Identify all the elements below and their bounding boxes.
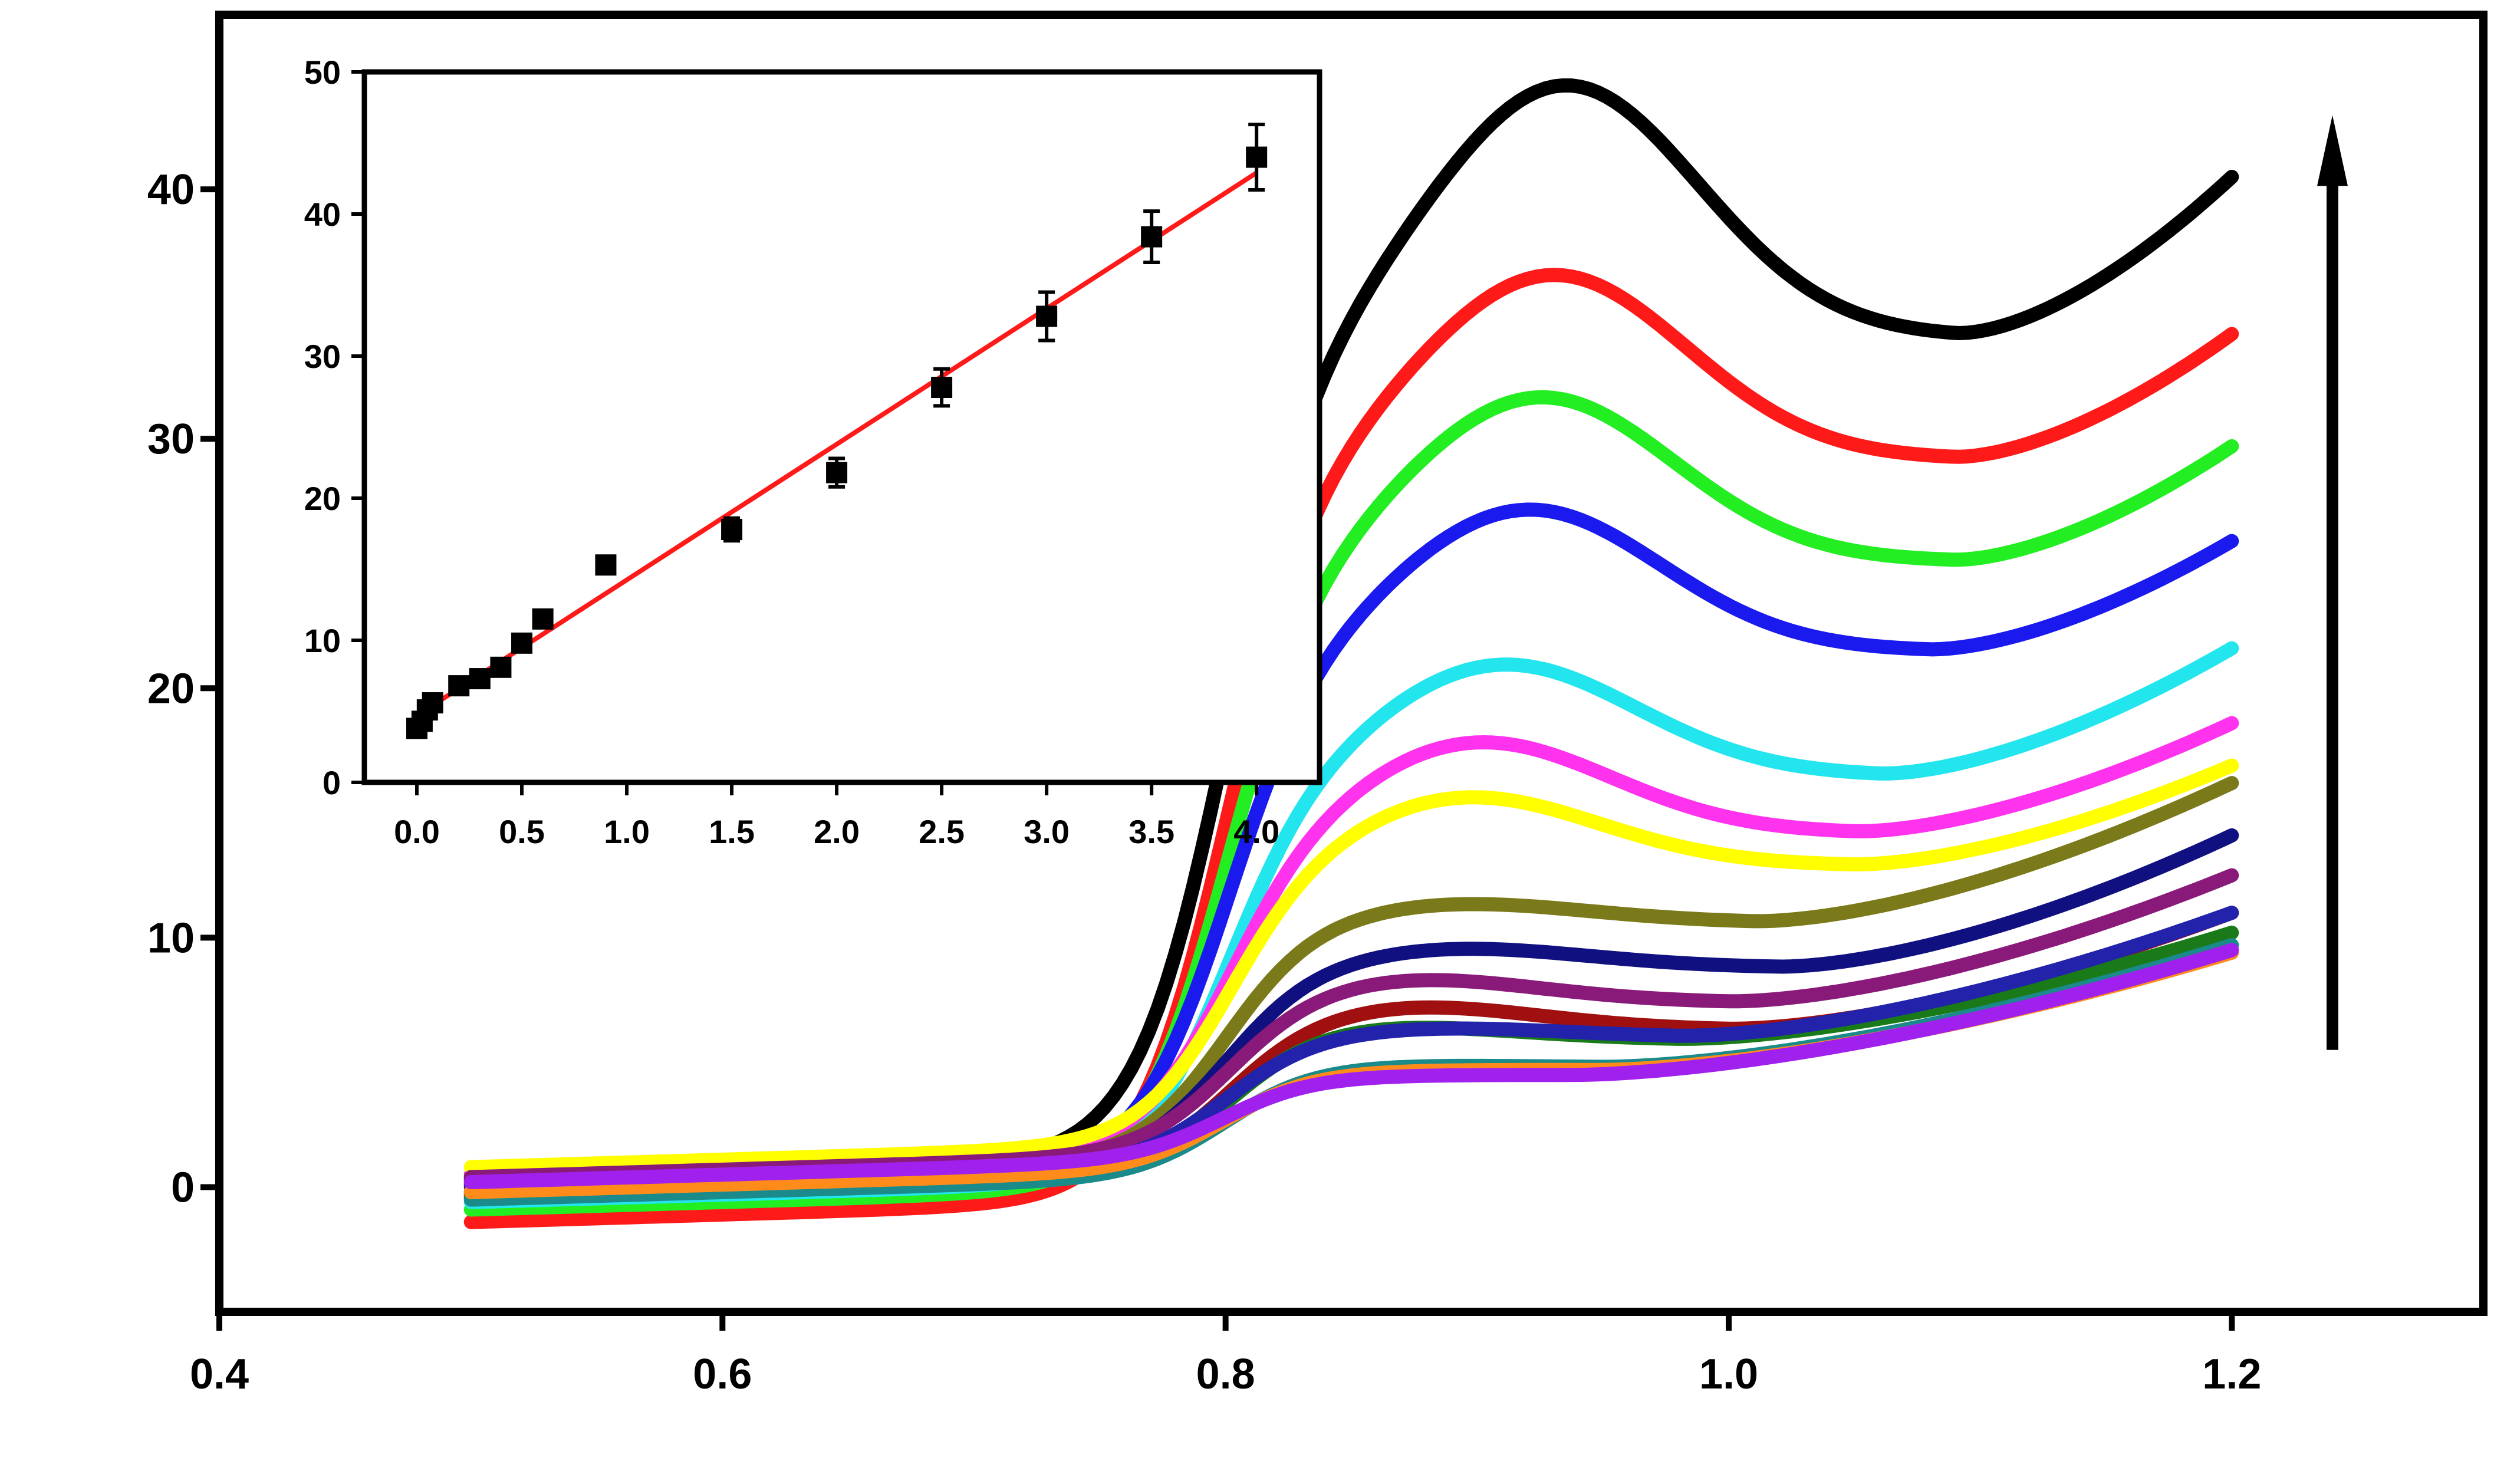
main-x-tick-label: 1.0 — [1699, 1351, 1758, 1398]
inset-linear-fit-line — [415, 170, 1258, 718]
inset-data-point — [1246, 123, 1268, 192]
main-y-tick-label: 10 — [147, 914, 195, 962]
inset-data-point — [931, 367, 953, 408]
inset-x-tick-label: 1.5 — [709, 813, 755, 850]
main-x-tick-label: 0.6 — [693, 1351, 752, 1398]
main-curves — [463, 78, 2239, 1229]
inset-x-tick-label: 3.0 — [1024, 813, 1070, 850]
inset-data-point — [490, 656, 512, 678]
inset-square-marker — [721, 519, 743, 541]
voltammogram-curve-3 — [463, 390, 2239, 1217]
concentration-arrow-icon — [2317, 115, 2348, 186]
inset-square-marker — [1141, 226, 1163, 248]
inset-data-point — [721, 516, 743, 543]
inset-data-point — [1036, 290, 1058, 343]
inset-y-tick-label: 20 — [304, 480, 341, 517]
inset-y-tick-label: 50 — [304, 54, 341, 91]
inset-data-point — [422, 692, 443, 714]
inset-square-marker — [1246, 146, 1268, 168]
inset-x-tick-label: 3.5 — [1128, 813, 1174, 850]
inset-square-marker — [532, 608, 554, 630]
inset-plot-frame — [361, 69, 1322, 785]
inset-square-marker — [931, 377, 953, 399]
inset-data-point — [595, 554, 617, 576]
main-axis-ticks: 0.4 0.6 0.8 1.0 1.2 0 10 20 30 40 — [147, 166, 2261, 1398]
inset-x-tick-label: 2.0 — [814, 813, 860, 850]
main-y-tick-label: 40 — [147, 166, 195, 213]
inset-y-tick-label: 40 — [304, 196, 341, 233]
main-x-tick-label: 1.2 — [2202, 1351, 2261, 1398]
inset-plot: 0.0 0.5 1.0 1.5 2.0 2.5 3.0 3.5 4.0 0 10 20 30 40 50 — [304, 54, 1322, 850]
inset-axis-ticks: 0.0 0.5 1.0 1.5 2.0 2.5 3.0 3.5 4.0 0 10 20 30 40 50 — [304, 54, 1279, 850]
inset-data-point — [532, 608, 554, 630]
inset-square-marker — [448, 675, 470, 697]
inset-x-tick-label: 2.5 — [919, 813, 965, 850]
main-plot: 0.4 0.6 0.8 1.0 1.2 0 10 20 30 40 — [147, 11, 2488, 1398]
inset-x-tick-label: 4.0 — [1233, 813, 1279, 850]
main-y-tick-label: 20 — [147, 665, 195, 712]
inset-square-marker — [490, 656, 512, 678]
main-y-tick-label: 0 — [171, 1164, 195, 1211]
inset-square-marker — [1036, 305, 1058, 327]
inset-square-marker — [826, 462, 848, 483]
inset-data-point — [469, 668, 491, 690]
inset-x-tick-label: 0.5 — [499, 813, 545, 850]
inset-data-point — [448, 675, 470, 697]
inset-x-tick-label: 0.0 — [394, 813, 440, 850]
main-x-tick-label: 0.4 — [190, 1351, 249, 1398]
inset-data-point — [511, 632, 533, 654]
inset-data-point — [826, 456, 848, 489]
main-x-tick-label: 0.8 — [1196, 1351, 1255, 1398]
inset-data-point — [1141, 209, 1163, 264]
inset-square-marker — [511, 632, 533, 654]
inset-y-tick-label: 10 — [304, 622, 341, 659]
voltammogram-curve-2 — [463, 268, 2239, 1229]
inset-square-marker — [469, 668, 491, 690]
voltammogram-curve-16 — [463, 943, 2239, 1189]
inset-x-tick-label: 1.0 — [604, 813, 650, 850]
main-plot-frame — [215, 11, 2488, 1316]
voltammogram-curve-7 — [463, 758, 2239, 1174]
inset-y-tick-label: 30 — [304, 338, 341, 375]
inset-square-marker — [422, 692, 443, 714]
inset-data-points — [406, 123, 1268, 739]
main-y-tick-label: 30 — [147, 416, 195, 463]
inset-y-tick-label: 0 — [323, 764, 341, 801]
inset-square-marker — [595, 554, 617, 576]
